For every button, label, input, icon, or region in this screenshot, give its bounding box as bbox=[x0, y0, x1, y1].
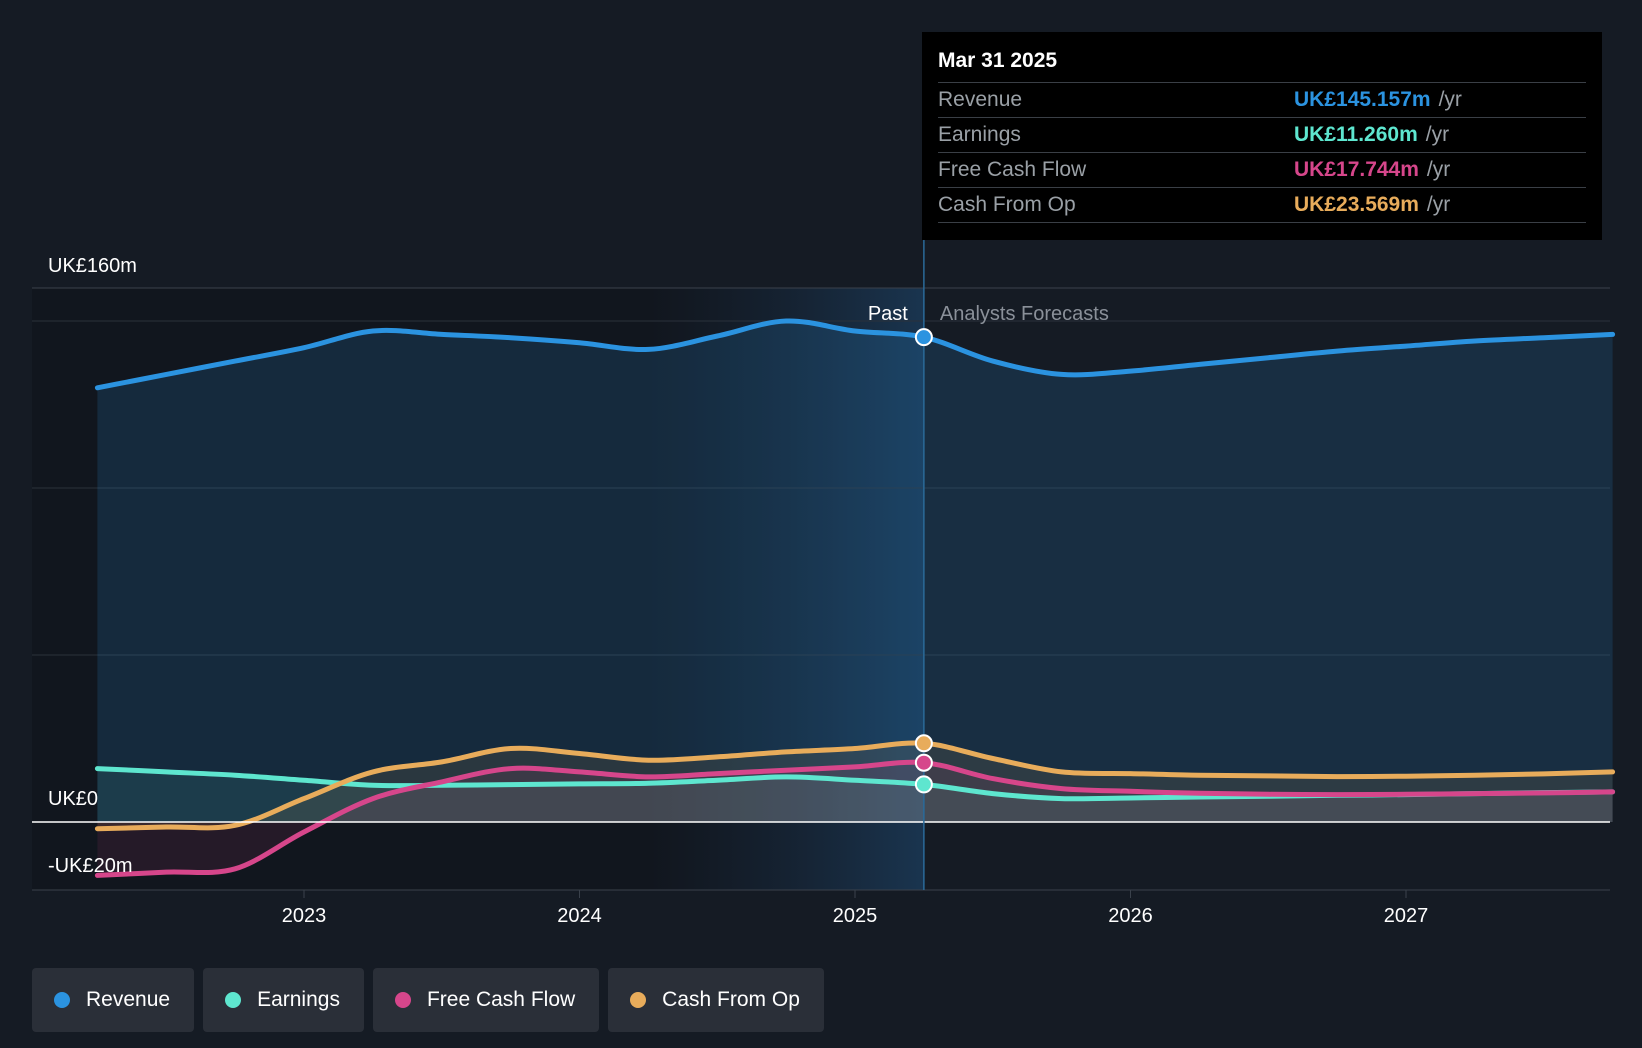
revenue-marker bbox=[914, 328, 933, 347]
tooltip-value: UK£17.744m bbox=[1294, 158, 1419, 181]
legend-label: Cash From Op bbox=[662, 988, 800, 1011]
free-cash-flow-area bbox=[97, 762, 1613, 876]
gridlines bbox=[32, 287, 1610, 891]
tooltip-date: Mar 31 2025 bbox=[938, 49, 1058, 72]
hover-markers bbox=[914, 328, 933, 794]
legend: Revenue Earnings Free Cash Flow Cash Fro… bbox=[32, 968, 824, 1032]
revenue-line bbox=[94, 318, 1616, 391]
forecast-label: Analysts Forecasts bbox=[940, 303, 1109, 325]
x-tick-label: 2025 bbox=[833, 905, 878, 927]
cash-from-op-line bbox=[94, 740, 1616, 832]
y-axis-bottom-label: -UK£20m bbox=[48, 855, 132, 877]
tooltip-unit: /yr bbox=[1438, 88, 1462, 111]
tooltip-label: Cash From Op bbox=[938, 193, 1076, 216]
tooltip-unit: /yr bbox=[1425, 123, 1450, 146]
earnings-dot-icon bbox=[225, 992, 242, 1008]
free-cash-flow-marker bbox=[914, 753, 933, 772]
x-tick-label: 2024 bbox=[557, 905, 602, 927]
series-areas bbox=[97, 320, 1613, 876]
legend-item-cash-from-op[interactable]: Cash From Op bbox=[608, 968, 824, 1032]
cash-from-op-area bbox=[97, 742, 1613, 829]
free-cash-flow-line bbox=[94, 759, 1616, 878]
x-axis: 2023 2024 2025 2026 2027 bbox=[282, 890, 1429, 927]
data-tooltip: Mar 31 2025 Revenue UK£145.157m /yr Earn… bbox=[922, 32, 1602, 240]
tooltip-row-free-cash-flow: Free Cash Flow UK£17.744m /yr bbox=[938, 152, 1586, 187]
past-highlight-band bbox=[648, 288, 924, 890]
tooltip-unit: /yr bbox=[1426, 193, 1451, 216]
earnings-marker bbox=[914, 775, 933, 794]
series-lines bbox=[32, 318, 1616, 878]
legend-label: Revenue bbox=[86, 988, 171, 1011]
y-axis-top-label: UK£160m bbox=[48, 255, 137, 277]
cash-from-op-dot-icon bbox=[630, 992, 647, 1008]
tooltip-value: UK£11.260m bbox=[1294, 123, 1418, 146]
tooltip-value: UK£23.569m bbox=[1294, 193, 1419, 216]
x-tick-label: 2023 bbox=[282, 905, 327, 927]
x-tick-label: 2027 bbox=[1384, 905, 1429, 927]
past-label: Past bbox=[868, 303, 908, 325]
revenue-dot-icon bbox=[54, 992, 70, 1008]
earnings-area bbox=[97, 768, 1613, 822]
tooltip-label: Free Cash Flow bbox=[938, 158, 1087, 181]
legend-item-free-cash-flow[interactable]: Free Cash Flow bbox=[372, 968, 600, 1032]
legend-label: Earnings bbox=[257, 988, 340, 1011]
tooltip-unit: /yr bbox=[1426, 158, 1451, 181]
legend-item-earnings[interactable]: Earnings bbox=[203, 968, 364, 1032]
y-axis-zero-label: UK£0 bbox=[48, 788, 98, 810]
tooltip-label: Revenue bbox=[938, 88, 1023, 111]
tooltip-label: Earnings bbox=[938, 123, 1021, 146]
tooltip-row-cash-from-op: Cash From Op UK£23.569m /yr bbox=[938, 187, 1586, 223]
tooltip-row-earnings: Earnings UK£11.260m /yr bbox=[938, 117, 1586, 152]
revenue-area bbox=[97, 320, 1613, 822]
cash-from-op-marker bbox=[914, 734, 933, 753]
legend-label: Free Cash Flow bbox=[426, 988, 576, 1011]
tooltip-value: UK£145.157m bbox=[1294, 88, 1431, 111]
free-cash-flow-dot-icon bbox=[394, 992, 411, 1008]
tooltip-row-revenue: Revenue UK£145.157m /yr bbox=[938, 82, 1586, 117]
legend-item-revenue[interactable]: Revenue bbox=[32, 968, 195, 1032]
x-tick-label: 2026 bbox=[1108, 905, 1153, 927]
